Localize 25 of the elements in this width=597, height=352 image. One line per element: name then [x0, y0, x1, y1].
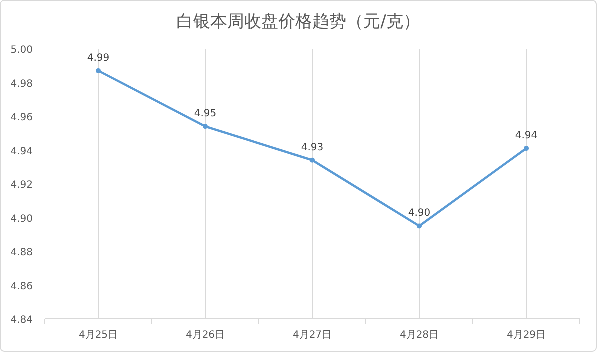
chart-title: 白银本周收盘价格趋势（元/克） [176, 12, 420, 32]
point [417, 224, 422, 229]
data-label: 4.90 [408, 208, 431, 220]
x-tick-label: 4月26日 [186, 330, 226, 341]
data-label: 4.94 [515, 130, 538, 142]
point [203, 124, 208, 130]
y-tick-label: 4.98 [10, 78, 33, 90]
y-tick-label: 4.96 [10, 112, 33, 124]
y-tick-label: 4.84 [10, 315, 33, 326]
x-tick-label: 4月25日 [78, 330, 118, 341]
y-tick-label: 4.86 [10, 281, 33, 292]
point [524, 146, 529, 152]
y-tick-label: 4.92 [10, 180, 33, 191]
y-tick-label: 5.00 [10, 45, 33, 56]
x-tick-label: 4月27日 [292, 330, 332, 341]
y-tick-label: 4.88 [10, 248, 33, 258]
point [96, 68, 101, 74]
point [310, 158, 315, 163]
y-tick-label: 4.90 [10, 214, 33, 225]
data-label: 4.93 [301, 142, 324, 154]
x-tick-label: 4月29日 [506, 330, 546, 341]
y-tick-label: 4.94 [10, 146, 33, 158]
data-label: 4.99 [87, 52, 110, 64]
x-tick-label: 4月28日 [400, 330, 440, 341]
data-label: 4.95 [194, 108, 217, 120]
